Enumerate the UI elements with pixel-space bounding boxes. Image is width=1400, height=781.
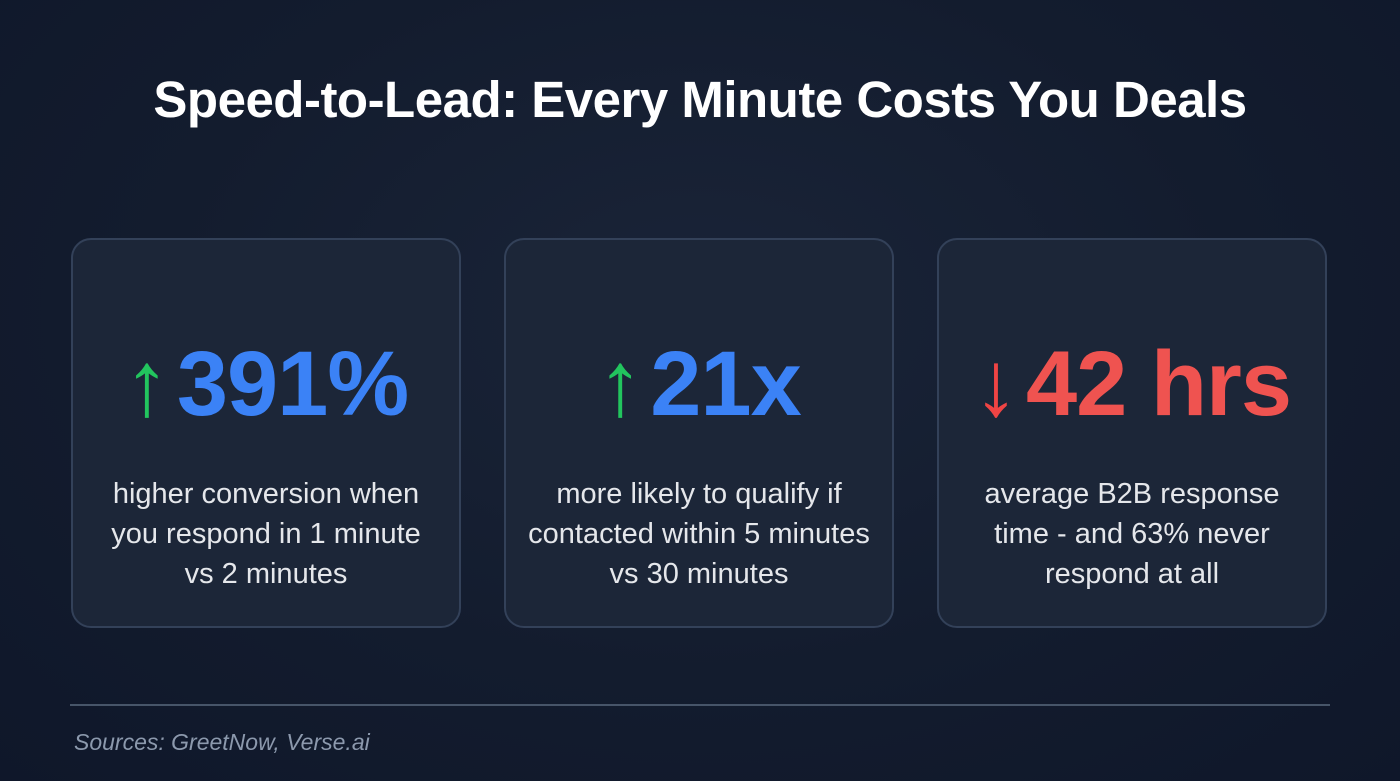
stat-value: 21x — [650, 333, 801, 435]
stat-description: average B2B response time - and 63% neve… — [984, 478, 1280, 590]
stat-value-row: ↑391% — [73, 332, 459, 437]
stat-value: 391% — [176, 333, 409, 435]
arrow-up-icon: ↑ — [597, 333, 643, 435]
stat-card-conversion: ↑391% higher conversion when you respond… — [71, 238, 461, 628]
stat-value: 42 hrs — [1025, 333, 1292, 435]
stat-description: higher conversion when you respond in 1 … — [111, 478, 421, 590]
arrow-down-icon: ↓ — [972, 333, 1019, 435]
stat-card-qualify: ↑21x more likely to qualify if contacted… — [504, 238, 894, 628]
arrow-up-icon: ↑ — [123, 333, 170, 435]
stat-value-row: ↑21x — [506, 332, 892, 437]
stat-card-response-time: ↓42 hrs average B2B response time - and … — [937, 238, 1327, 628]
divider — [70, 704, 1330, 706]
sources-note: Sources: GreetNow, Verse.ai — [74, 729, 370, 755]
stat-description: more likely to qualify if contacted with… — [528, 478, 870, 590]
stat-value-row: ↓42 hrs — [939, 332, 1325, 437]
page-title: Speed-to-Lead: Every Minute Costs You De… — [153, 71, 1247, 128]
